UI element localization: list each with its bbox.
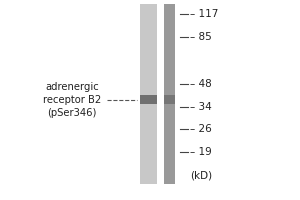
Text: (kD): (kD) xyxy=(190,170,213,180)
Text: – 19: – 19 xyxy=(190,147,212,157)
Text: – 117: – 117 xyxy=(190,9,219,19)
Text: – 34: – 34 xyxy=(190,102,212,112)
Bar xyxy=(164,4,175,184)
Text: adrenergic
receptor B2
(pSer346): adrenergic receptor B2 (pSer346) xyxy=(43,82,101,118)
Text: – 26: – 26 xyxy=(190,124,212,134)
Bar xyxy=(140,4,157,184)
Bar xyxy=(140,95,157,104)
Text: – 48: – 48 xyxy=(190,79,212,89)
Bar xyxy=(164,95,175,104)
Text: – 85: – 85 xyxy=(190,32,212,42)
